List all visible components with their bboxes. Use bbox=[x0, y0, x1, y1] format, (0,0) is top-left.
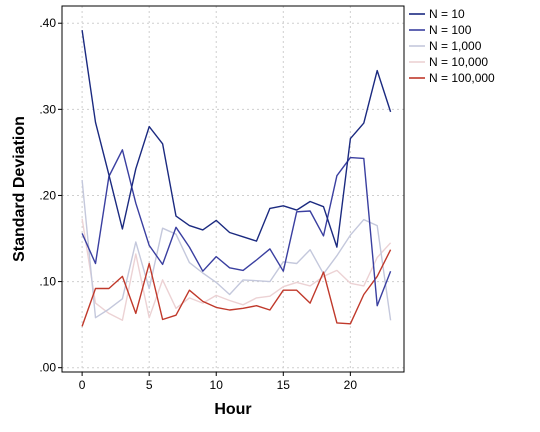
series-line-4 bbox=[81, 218, 392, 321]
axis-ticks: .00 .10 .20 .30 .40 0 5 10 15 20 bbox=[39, 16, 357, 392]
legend-label: N = 10 bbox=[429, 7, 465, 21]
y-axis-title: Standard Deviation bbox=[11, 116, 28, 262]
series-line-1 bbox=[81, 29, 392, 248]
grid bbox=[62, 6, 404, 372]
x-tick-label: 20 bbox=[344, 378, 358, 392]
x-tick-label: 10 bbox=[210, 378, 224, 392]
legend-label: N = 100,000 bbox=[429, 71, 495, 85]
x-tick-label: 0 bbox=[79, 378, 86, 392]
y-tick-label: .10 bbox=[39, 275, 56, 289]
plot-frame bbox=[61, 5, 405, 373]
series-line-3 bbox=[81, 179, 392, 321]
legend-label: N = 1,000 bbox=[429, 39, 482, 53]
legend-label: N = 10,000 bbox=[429, 55, 488, 69]
y-tick-label: .40 bbox=[39, 16, 56, 30]
legend: N = 10 N = 100 N = 1,000 N = 10,000 N = 100,… bbox=[409, 7, 495, 85]
series-lines bbox=[81, 29, 392, 327]
y-tick-label: .20 bbox=[39, 188, 56, 202]
x-tick-label: 5 bbox=[146, 378, 153, 392]
x-axis-title: Hour bbox=[214, 401, 251, 418]
x-tick-label: 15 bbox=[277, 378, 291, 392]
series-line-5 bbox=[81, 249, 392, 327]
legend-label: N = 100 bbox=[429, 23, 472, 37]
series-line-2 bbox=[81, 149, 392, 307]
y-tick-label: .30 bbox=[39, 102, 56, 116]
y-tick-label: .00 bbox=[39, 361, 56, 375]
